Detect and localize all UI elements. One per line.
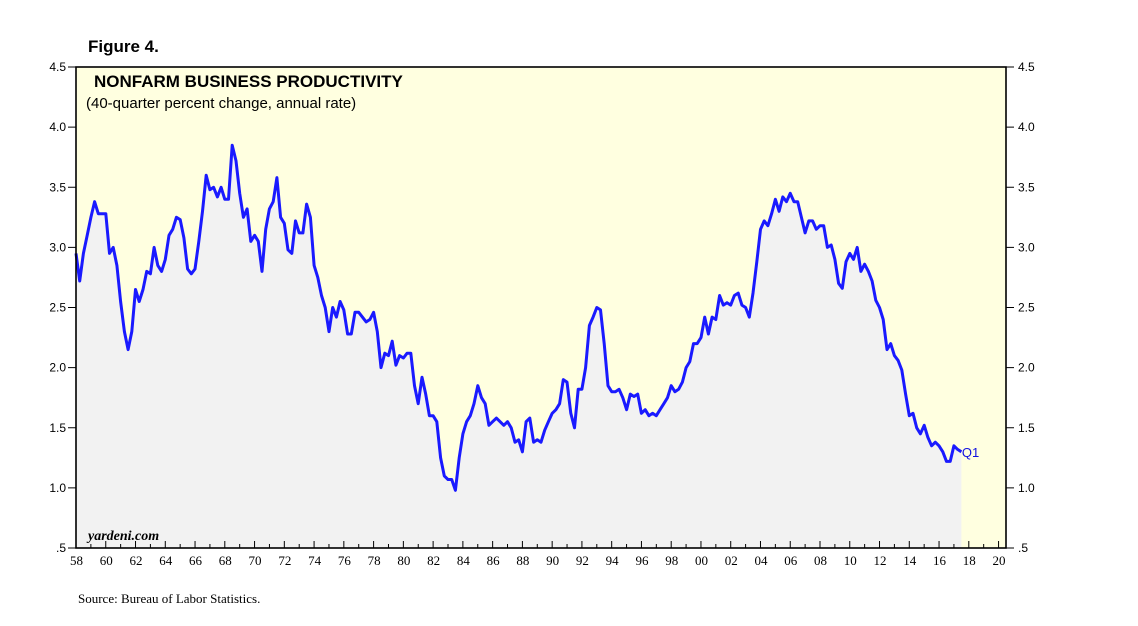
x-tick-label: 80 [397, 553, 410, 568]
x-tick-label: 76 [338, 553, 352, 568]
y-tick-label-left: 1.0 [49, 481, 66, 495]
x-tick-label: 88 [516, 553, 529, 568]
x-tick-label: 72 [278, 553, 291, 568]
x-tick-label: 82 [427, 553, 440, 568]
y-tick-label-right: 2.0 [1018, 361, 1035, 375]
watermark-label: yardeni.com [88, 529, 160, 544]
x-tick-label: 70 [249, 553, 262, 568]
annotation-q1: Q1 [962, 445, 979, 460]
x-tick-label: 18 [963, 553, 976, 568]
y-tick-label-left: .5 [56, 541, 66, 555]
series-area [76, 145, 962, 548]
x-tick-label: 10 [844, 553, 857, 568]
x-tick-label: 16 [933, 553, 947, 568]
x-tick-label: 66 [189, 553, 203, 568]
y-tick-label-left: 3.5 [49, 180, 66, 194]
x-tick-label: 12 [874, 553, 887, 568]
x-tick-label: 20 [993, 553, 1006, 568]
series-line [74, 143, 963, 492]
x-tick-label: 84 [457, 553, 471, 568]
y-tick-label-right: 4.0 [1018, 120, 1035, 134]
x-tick-label: 64 [159, 553, 173, 568]
y-tick-label-right: 3.0 [1018, 240, 1035, 254]
x-tick-label: 68 [219, 553, 232, 568]
x-tick-label: 90 [546, 553, 559, 568]
source-note: Source: Bureau of Labor Statistics. [78, 591, 261, 606]
x-tick-label: 02 [725, 553, 738, 568]
x-tick-label: 06 [784, 553, 798, 568]
y-axis-right: .5 1.0 1.5 2.0 2.5 3.0 3.5 4.0 4.5 [1006, 60, 1035, 555]
x-tick-label: 04 [754, 553, 768, 568]
x-tick-label: 78 [368, 553, 381, 568]
x-tick-label: 96 [635, 553, 649, 568]
figure-label: Figure 4. [88, 37, 159, 56]
y-tick-label-left: 2.0 [49, 361, 66, 375]
y-tick-label-left: 2.5 [49, 301, 66, 315]
chart-subtitle: (40-quarter percent change, annual rate) [86, 95, 357, 112]
chart-title: NONFARM BUSINESS PRODUCTIVITY [94, 72, 403, 91]
y-axis-left: .5 1.0 1.5 2.0 2.5 3.0 3.5 4.0 4.5 [49, 60, 76, 555]
y-tick-label-right: 1.0 [1018, 481, 1035, 495]
y-tick-label-right: 2.5 [1018, 301, 1035, 315]
x-tick-label: 86 [487, 553, 501, 568]
x-tick-label: 98 [665, 553, 678, 568]
x-tick-label: 08 [814, 553, 827, 568]
y-tick-label-right: .5 [1018, 541, 1028, 555]
x-tick-label: 60 [100, 553, 113, 568]
y-tick-label-left: 3.0 [49, 240, 66, 254]
x-tick-label: 58 [70, 553, 83, 568]
x-tick-label: 14 [903, 553, 917, 568]
x-tick-label: 74 [308, 553, 322, 568]
x-axis: 58 60 62 64 66 68 70 72 74 76 78 80 82 84 86 88 90 92 94 96… [70, 541, 1006, 568]
y-tick-label-left: 4.0 [49, 120, 66, 134]
x-tick-label: 62 [130, 553, 143, 568]
x-tick-label: 94 [606, 553, 620, 568]
x-tick-label: 00 [695, 553, 708, 568]
y-tick-label-left: 1.5 [49, 421, 66, 435]
y-tick-label-right: 1.5 [1018, 421, 1035, 435]
y-tick-label-left: 4.5 [49, 60, 66, 74]
y-tick-label-right: 4.5 [1018, 60, 1035, 74]
y-tick-label-right: 3.5 [1018, 180, 1035, 194]
x-tick-label: 92 [576, 553, 589, 568]
